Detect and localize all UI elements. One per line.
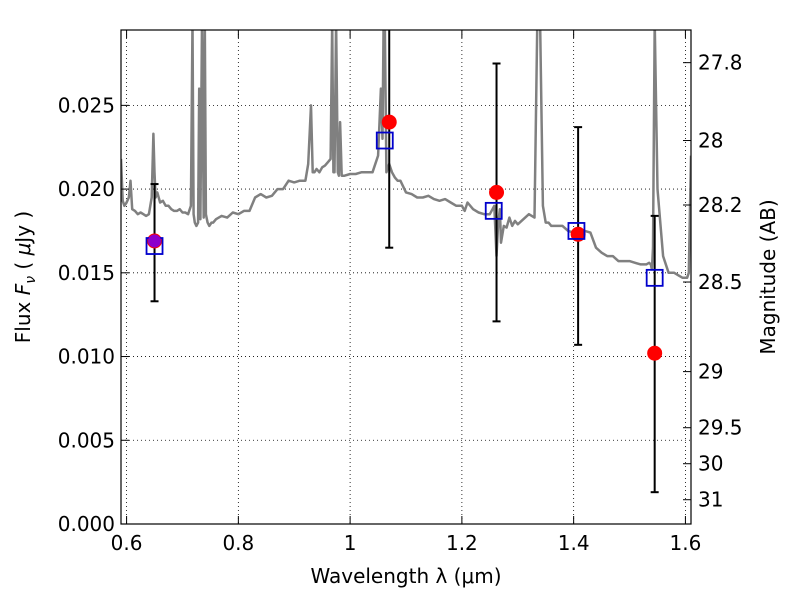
observed-point	[570, 226, 586, 242]
mag-tick-label: 31	[698, 488, 723, 512]
observed-point	[489, 184, 505, 200]
mag-tick-label: 29.5	[698, 416, 743, 440]
x-tick-label: 1.2	[446, 531, 478, 555]
y-tick-label: 0.025	[58, 93, 115, 117]
x-tick-label: 1	[344, 531, 357, 555]
model-photometry-square	[567, 222, 586, 240]
x-tick-label: 0.6	[111, 531, 143, 555]
mag-tick-label: 28	[698, 129, 723, 153]
observed-point	[381, 114, 397, 130]
mag-tick-label: 30	[698, 452, 723, 476]
y-axis-title-left: Flux Fν ( μJy )	[11, 211, 39, 343]
y-tick-label: 0.015	[58, 261, 115, 285]
model-photometry-square	[484, 201, 503, 220]
mag-tick-label: 29	[698, 360, 723, 384]
y-tick-label: 0.000	[58, 512, 115, 536]
marker-layer	[145, 114, 664, 361]
mag-tick-label: 28.5	[698, 270, 743, 294]
y-axis-title-right: Magnitude (AB)	[756, 199, 780, 354]
overlap-point	[148, 234, 162, 248]
axis-ticks: 0.6 0.8 1 1.2 1.4 1.6 0.000 0.005 0.010 0.015 0.02…	[58, 30, 743, 555]
x-tick-label: 1.4	[558, 531, 590, 555]
model-photometry-square	[375, 131, 394, 150]
x-tick-label: 0.8	[222, 531, 254, 555]
plot-frame	[120, 29, 692, 525]
model-photometry-square	[645, 268, 664, 287]
y-tick-label: 0.020	[58, 177, 115, 201]
x-tick-label: 1.6	[670, 531, 702, 555]
y-tick-label: 0.010	[58, 345, 115, 369]
y-tick-label: 0.005	[58, 428, 115, 452]
mag-tick-label: 28.2	[698, 193, 743, 217]
x-axis-title: Wavelength λ (μm)	[310, 564, 501, 588]
mag-tick-label: 27.8	[698, 51, 743, 75]
observed-point	[647, 345, 663, 361]
